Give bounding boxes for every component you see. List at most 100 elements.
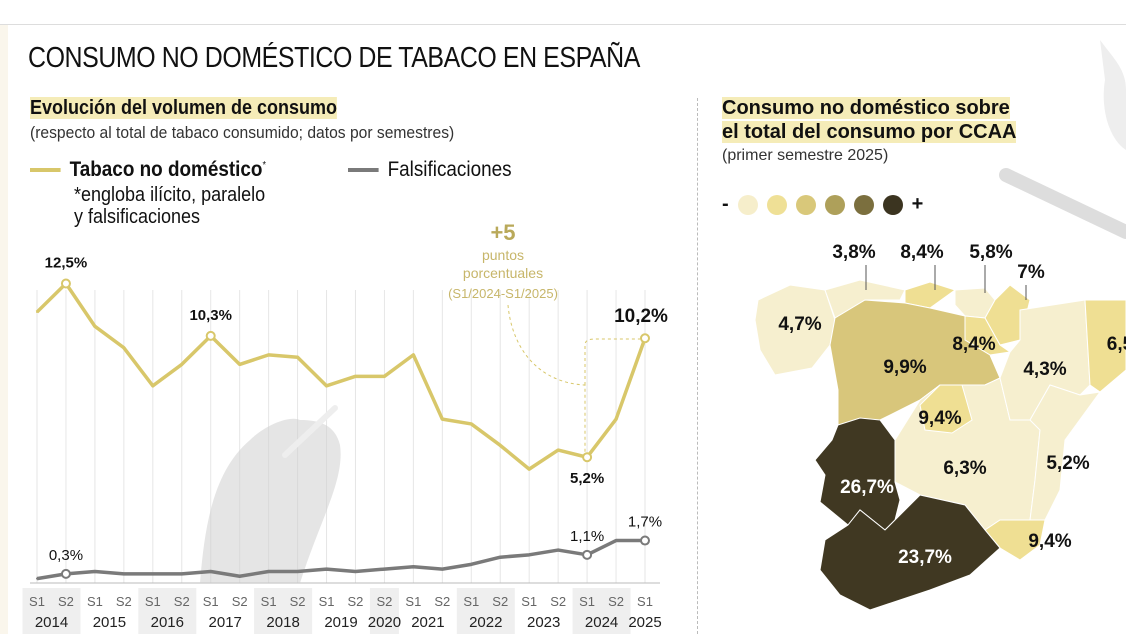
data-label: 10,2% — [614, 306, 668, 327]
region-value-la-rioja: 8,4% — [952, 334, 995, 355]
scale-min: - — [722, 193, 729, 215]
highlight-marker — [640, 535, 650, 546]
data-point — [238, 363, 241, 366]
region-andalucia — [819, 494, 1001, 611]
year-label: 2019 — [324, 614, 357, 631]
x-tick-label: S2 — [232, 594, 248, 609]
x-tick-label: S1 — [463, 594, 479, 609]
region-value-cantabria: 8,4% — [900, 242, 943, 263]
data-point — [122, 346, 125, 349]
year-label: 2023 — [527, 614, 560, 631]
data-label: 12,5% — [45, 255, 88, 272]
region-value-asturias: 3,8% — [832, 242, 875, 263]
left-margin — [0, 25, 8, 634]
data-point — [528, 468, 531, 471]
color-scale-legend: - + — [722, 193, 923, 216]
x-tick-label: S1 — [29, 594, 45, 609]
series-line-0 — [35, 281, 647, 471]
year-label: 2020 — [368, 614, 401, 631]
data-point — [267, 570, 270, 573]
year-band — [572, 588, 631, 634]
data-point — [441, 418, 444, 421]
divider — [697, 98, 698, 634]
data-label: 5,2% — [570, 470, 604, 487]
top-bar — [0, 0, 1126, 25]
data-point — [412, 353, 415, 356]
scale-swatch — [737, 194, 758, 215]
region-value-castilla-la-mancha: 6,3% — [943, 458, 986, 479]
highlight-marker — [582, 452, 593, 463]
region-value-aragon: 4,3% — [1023, 359, 1066, 380]
data-point — [325, 568, 328, 571]
data-point — [499, 444, 502, 447]
region-cantabria — [904, 281, 957, 309]
x-tick-label: S2 — [348, 594, 364, 609]
footnote: *engloba ilícito, paralelo y falsificacio… — [74, 184, 266, 228]
series-line-1 — [36, 538, 645, 581]
scale-swatch — [853, 194, 874, 215]
year-band — [22, 588, 81, 634]
x-tick-label: S2 — [492, 594, 508, 609]
data-point — [296, 356, 299, 359]
annotation-line: porcentuales — [463, 265, 543, 281]
x-tick-label: S1 — [637, 594, 653, 609]
data-point — [615, 539, 618, 542]
x-tick-label: S2 — [58, 594, 74, 609]
data-point — [238, 575, 241, 578]
cigarette-illustration — [282, 405, 338, 458]
highlight-marker — [640, 333, 650, 344]
data-point — [557, 549, 560, 552]
region-value-castilla-y-leon: 9,9% — [883, 357, 926, 378]
data-point — [93, 325, 96, 328]
highlight-marker — [60, 278, 71, 289]
page-title: CONSUMO NO DOMÉSTICO DE TABACO EN ESPAÑA — [28, 42, 640, 74]
data-point — [499, 556, 502, 559]
x-tick-label: S2 — [376, 594, 392, 609]
region-value-navarra: 7% — [1017, 262, 1045, 283]
x-tick-label: S1 — [203, 594, 219, 609]
legend-item-tabaco: Tabaco no doméstico* — [30, 158, 266, 182]
annotation-line: puntos — [482, 247, 524, 263]
highlight-marker — [582, 549, 593, 560]
year-band — [254, 588, 313, 634]
year-band — [456, 588, 515, 634]
region-value-murcia: 9,4% — [1028, 531, 1071, 552]
region-cataluna — [1084, 299, 1126, 393]
region-value-pais-vasco: 5,8% — [969, 242, 1012, 263]
map-subheading: (primer semestre 2025) — [722, 147, 889, 164]
data-label: 1,1% — [570, 528, 604, 545]
region-value-galicia: 4,7% — [778, 314, 821, 335]
data-point — [441, 568, 444, 571]
year-label: 2015 — [93, 614, 126, 631]
x-tick-label: S2 — [550, 594, 566, 609]
year-label: 2022 — [469, 614, 502, 631]
x-tick-label: S2 — [116, 594, 132, 609]
region-value-madrid: 9,4% — [918, 408, 961, 429]
year-label: 2018 — [266, 614, 299, 631]
region-value-cataluna: 6,5 — [1107, 334, 1126, 355]
year-band — [138, 588, 197, 634]
x-tick-label: S2 — [290, 594, 306, 609]
x-tick-label: S2 — [174, 594, 190, 609]
highlight-marker — [205, 330, 216, 341]
annotation-big: +5 — [490, 220, 515, 245]
x-tick-label: S1 — [319, 594, 335, 609]
chart-heading: Evolución del volumen de consumo — [30, 97, 338, 119]
data-point — [180, 572, 183, 575]
x-tick-label: S1 — [521, 594, 537, 609]
x-tick-label: S1 — [145, 594, 161, 609]
data-point — [557, 449, 560, 452]
data-point — [383, 375, 386, 378]
data-point — [615, 418, 618, 421]
legend-swatch — [30, 168, 61, 173]
data-point — [36, 311, 38, 314]
hand-illustration — [200, 418, 341, 583]
data-point — [151, 572, 154, 575]
year-label: 2021 — [411, 614, 444, 631]
x-tick-label: S1 — [579, 594, 595, 609]
region-value-extremadura: 26,7% — [840, 477, 894, 498]
data-point — [209, 570, 212, 573]
data-point — [325, 384, 328, 387]
hand-illustration — [1100, 40, 1126, 150]
